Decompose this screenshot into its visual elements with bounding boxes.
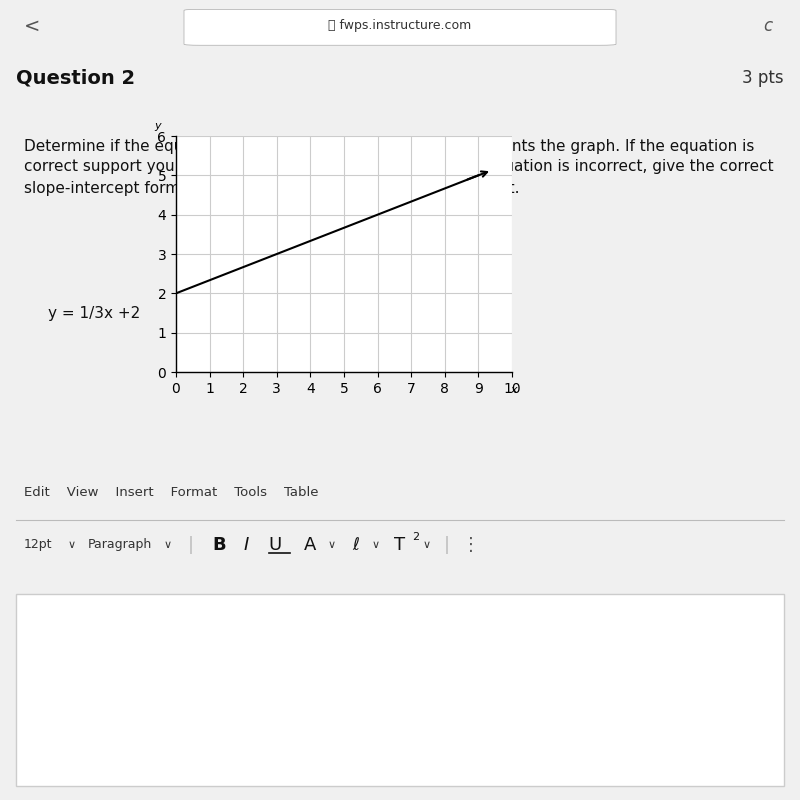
Text: 12pt: 12pt xyxy=(24,538,53,551)
Text: y = 1/3x +2: y = 1/3x +2 xyxy=(48,306,140,321)
Text: ∨: ∨ xyxy=(372,539,380,550)
Text: T: T xyxy=(394,535,405,554)
Text: Paragraph: Paragraph xyxy=(88,538,152,551)
Text: correct support your reasoning with why it is correct.  If the equation is incor: correct support your reasoning with why … xyxy=(24,159,774,174)
FancyBboxPatch shape xyxy=(16,594,784,786)
Text: 🔒 fwps.instructure.com: 🔒 fwps.instructure.com xyxy=(328,19,472,33)
Text: |: | xyxy=(444,535,450,554)
Text: |: | xyxy=(188,535,194,554)
Text: Determine if the equation given in slope-intercept form represents the graph. If: Determine if the equation given in slope… xyxy=(24,138,754,154)
Text: Edit    View    Insert    Format    Tools    Table: Edit View Insert Format Tools Table xyxy=(24,486,318,498)
Text: 2: 2 xyxy=(412,533,419,542)
Text: I: I xyxy=(244,535,250,554)
Text: c: c xyxy=(763,17,773,35)
Text: y: y xyxy=(154,121,161,131)
Text: ∨: ∨ xyxy=(422,539,430,550)
Text: ⋮: ⋮ xyxy=(462,535,480,554)
Text: U: U xyxy=(268,535,282,554)
Text: ℓ: ℓ xyxy=(352,535,359,554)
Text: ∨: ∨ xyxy=(328,539,336,550)
FancyBboxPatch shape xyxy=(184,10,616,46)
Text: B: B xyxy=(212,535,226,554)
Text: 3 pts: 3 pts xyxy=(742,69,784,87)
Text: x: x xyxy=(510,385,517,394)
Text: slope-intercept form equation explaining how you determined it.: slope-intercept form equation explaining… xyxy=(24,181,519,195)
Text: <: < xyxy=(24,17,40,35)
Text: ∨: ∨ xyxy=(68,539,76,550)
Text: Question 2: Question 2 xyxy=(16,69,135,87)
Text: ∨: ∨ xyxy=(164,539,172,550)
Text: A: A xyxy=(304,535,316,554)
